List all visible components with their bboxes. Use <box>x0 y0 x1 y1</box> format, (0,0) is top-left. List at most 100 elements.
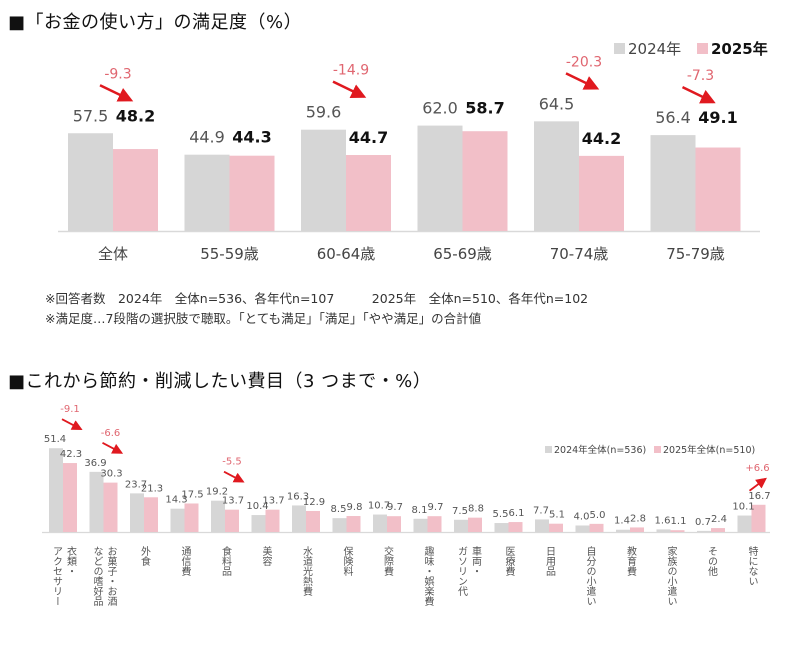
bar-2025-4 <box>579 155 624 231</box>
bar-2025-17 <box>751 504 766 532</box>
category-label: 家族の小遣い <box>665 545 677 606</box>
bar-2024-3 <box>417 125 463 231</box>
value-label-2024: 36.9 <box>84 458 106 469</box>
value-label-2024: 64.5 <box>539 94 575 113</box>
bar-2025-12 <box>549 523 563 532</box>
value-label-2024: 16.3 <box>287 491 309 502</box>
bar-2025-8 <box>387 516 401 532</box>
bar-2024-12 <box>535 519 549 532</box>
diff-label: -20.3 <box>566 54 602 70</box>
category-label: 60-64歳 <box>317 245 376 263</box>
category-label: その他 <box>706 546 718 577</box>
category-label: 通信費 <box>179 546 191 577</box>
bar-2024-2 <box>130 493 144 532</box>
category-label: お菓子・お酒 <box>105 546 117 607</box>
value-label-2024: 10.7 <box>368 501 390 512</box>
bar-2024-4 <box>211 500 225 532</box>
category-label: 65-69歳 <box>433 245 492 263</box>
value-label-2025: 58.7 <box>465 99 504 118</box>
value-label-2025: 9.7 <box>387 502 403 513</box>
category-label: などの嗜好品 <box>91 546 103 607</box>
bar-2024-8 <box>373 514 387 532</box>
bar-2025-2 <box>346 155 391 231</box>
bar-2024-14 <box>616 529 630 532</box>
value-label-2024: 14.3 <box>165 495 187 506</box>
bar-2024-10 <box>454 519 468 532</box>
legend-label-2024: 2024年全体(n=536) <box>554 444 646 456</box>
value-label-2025: 9.8 <box>347 502 363 513</box>
chart1-note-respondents: ※回答者数 2024年 全体n=536、各年代n=107 2025年 全体n=5… <box>45 291 589 306</box>
value-label-2025: 49.1 <box>698 108 737 127</box>
value-label-2024: 59.6 <box>306 103 342 122</box>
chart1-satisfaction: 2024年 2025年 57.5 48.2 全体 44.9 44.3 55-59歳 59.6 44… <box>58 40 768 263</box>
bar-2024-13 <box>575 525 590 532</box>
legend-swatch-2025 <box>697 43 708 54</box>
bar-2024-1 <box>184 154 230 231</box>
value-label-2025: 12.9 <box>303 497 325 508</box>
value-label-2024: 7.5 <box>452 506 468 517</box>
bar-2025-3 <box>462 131 508 231</box>
category-label: 55-59歳 <box>200 245 259 263</box>
value-label-2025: 6.1 <box>509 508 525 519</box>
chart1-note-satisfaction-definition: ※満足度…7段階の選択肢で聴取。「とても満足」「満足」「やや満足」の合計値 <box>45 311 482 326</box>
value-label-2024: 1.6 <box>655 515 671 526</box>
value-label-2025: 44.3 <box>232 128 271 147</box>
bar-2025-5 <box>265 509 280 532</box>
value-label-2025: 48.2 <box>116 106 155 125</box>
value-label-2025: 21.3 <box>141 483 163 494</box>
value-label-2025: 44.7 <box>349 128 388 147</box>
category-label: 全体 <box>98 245 128 263</box>
value-label-2024: 5.5 <box>493 509 509 520</box>
bar-2025-0 <box>63 463 77 532</box>
bar-2024-5 <box>251 515 266 532</box>
arrow-down-icon <box>332 80 367 98</box>
value-label-2024: 7.7 <box>533 505 549 516</box>
value-label-2025: 1.1 <box>671 516 687 527</box>
diff-label: -6.6 <box>101 428 121 439</box>
category-label: 交際費 <box>382 545 394 577</box>
bar-2024-11 <box>494 523 509 532</box>
value-label-2024: 10.1 <box>732 502 754 513</box>
diff-label: -7.3 <box>687 68 714 84</box>
value-label-2024: 19.2 <box>206 487 228 498</box>
bar-2024-6 <box>292 505 306 532</box>
bar-2024-16 <box>697 530 711 532</box>
legend-label-2025: 2025年 <box>711 40 768 58</box>
category-label: 特にない <box>746 546 758 586</box>
bar-2025-9 <box>427 516 442 532</box>
legend-swatch-2024 <box>614 43 625 54</box>
diff-label: -14.9 <box>333 63 369 79</box>
chart1-title: ■「お金の使い方」の満足度（%） <box>8 12 303 33</box>
value-label-2025: 9.7 <box>428 502 444 513</box>
bar-2025-10 <box>468 517 482 532</box>
category-label: 衣類・ <box>65 545 77 576</box>
bar-2025-0 <box>113 149 158 231</box>
legend-label-2025: 2025年全体(n=510) <box>663 444 755 456</box>
value-label-2025: 30.3 <box>100 469 122 480</box>
bar-2025-14 <box>630 527 644 532</box>
bar-2024-1 <box>89 471 104 532</box>
value-label-2024: 8.1 <box>412 505 428 516</box>
arrow-down-icon <box>681 85 716 104</box>
arrow-up-icon <box>748 477 767 492</box>
bar-2024-7 <box>332 518 347 532</box>
value-label-2024: 62.0 <box>422 99 458 118</box>
arrow-down-icon <box>223 470 245 483</box>
legend-swatch-2024 <box>545 446 552 453</box>
arrow-down-icon <box>565 72 600 90</box>
bar-2024-3 <box>170 508 185 532</box>
diff-label: -9.1 <box>60 404 80 415</box>
value-label-2025: 44.2 <box>582 129 621 148</box>
legend-label-2024: 2024年 <box>628 40 681 58</box>
bar-2024-0 <box>68 133 113 231</box>
bar-2025-7 <box>346 516 361 532</box>
value-label-2024: 51.4 <box>44 434 66 445</box>
bar-2025-2 <box>144 497 158 532</box>
diff-label: -5.5 <box>222 457 242 468</box>
value-label-2025: 13.7 <box>222 496 244 507</box>
value-label-2025: 2.4 <box>711 514 727 525</box>
value-label-2025: 2.8 <box>630 513 646 524</box>
bar-2024-5 <box>650 135 696 231</box>
bar-2024-4 <box>534 121 579 231</box>
category-label: 教育費 <box>625 545 637 577</box>
